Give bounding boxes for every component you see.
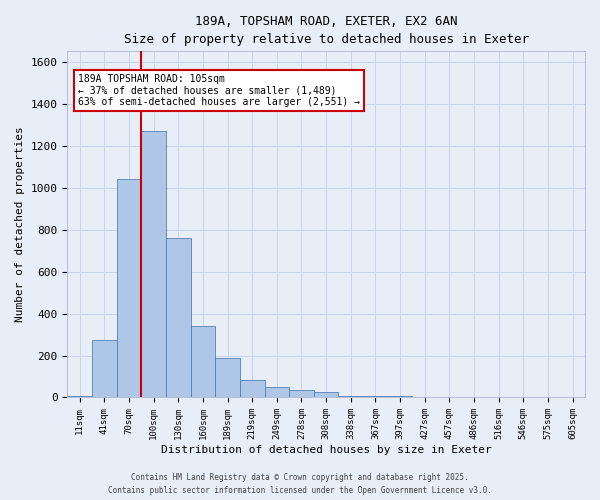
Bar [363, 396, 388, 398]
Bar [437, 397, 462, 398]
Text: Contains HM Land Registry data © Crown copyright and database right 2025.
Contai: Contains HM Land Registry data © Crown c… [108, 474, 492, 495]
Bar [191, 326, 215, 398]
Bar [412, 397, 437, 398]
Bar [116, 180, 141, 398]
Bar [240, 380, 265, 398]
Bar [141, 131, 166, 398]
Text: 189A TOPSHAM ROAD: 105sqm
← 37% of detached houses are smaller (1,489)
63% of se: 189A TOPSHAM ROAD: 105sqm ← 37% of detac… [77, 74, 359, 107]
Bar [265, 387, 289, 398]
Bar [462, 397, 487, 398]
Bar [388, 396, 412, 398]
Title: 189A, TOPSHAM ROAD, EXETER, EX2 6AN
Size of property relative to detached houses: 189A, TOPSHAM ROAD, EXETER, EX2 6AN Size… [124, 15, 529, 46]
Bar [338, 396, 363, 398]
Bar [215, 358, 240, 398]
Bar [289, 390, 314, 398]
Bar [166, 238, 191, 398]
Bar [92, 340, 116, 398]
Bar [67, 396, 92, 398]
Bar [314, 392, 338, 398]
X-axis label: Distribution of detached houses by size in Exeter: Distribution of detached houses by size … [161, 445, 491, 455]
Y-axis label: Number of detached properties: Number of detached properties [15, 126, 25, 322]
